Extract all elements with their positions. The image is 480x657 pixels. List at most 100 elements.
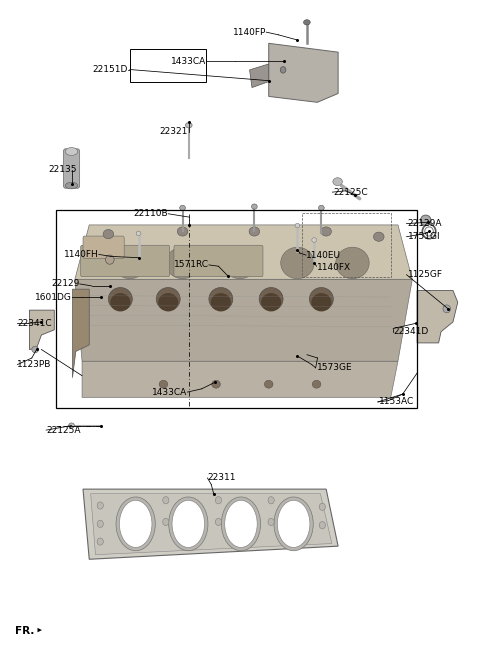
Ellipse shape <box>259 288 283 311</box>
Ellipse shape <box>223 247 257 279</box>
Ellipse shape <box>333 177 342 185</box>
Ellipse shape <box>97 538 103 545</box>
Ellipse shape <box>180 205 185 210</box>
FancyBboxPatch shape <box>83 236 124 258</box>
Ellipse shape <box>136 231 141 236</box>
Ellipse shape <box>225 500 257 547</box>
Ellipse shape <box>166 247 199 279</box>
Text: 1123PB: 1123PB <box>17 360 52 369</box>
Polygon shape <box>417 290 458 343</box>
Ellipse shape <box>97 502 103 509</box>
Ellipse shape <box>264 380 273 388</box>
Text: 1573GE: 1573GE <box>317 363 352 373</box>
Ellipse shape <box>373 232 384 241</box>
Text: 22151D: 22151D <box>92 65 128 74</box>
Text: 22135: 22135 <box>48 166 77 174</box>
Ellipse shape <box>281 247 314 279</box>
Ellipse shape <box>252 204 257 209</box>
Ellipse shape <box>168 497 208 551</box>
Text: 1140FX: 1140FX <box>317 263 351 272</box>
Ellipse shape <box>103 229 114 238</box>
Text: 22341D: 22341D <box>393 327 429 336</box>
Polygon shape <box>75 225 412 279</box>
Text: 1140FH: 1140FH <box>64 250 99 259</box>
Text: 22129A: 22129A <box>408 219 442 228</box>
FancyBboxPatch shape <box>174 245 263 277</box>
Polygon shape <box>75 279 412 361</box>
Ellipse shape <box>185 123 192 128</box>
Ellipse shape <box>216 497 222 504</box>
Ellipse shape <box>221 497 261 551</box>
Ellipse shape <box>158 293 178 311</box>
Polygon shape <box>29 310 54 350</box>
Ellipse shape <box>336 247 369 279</box>
FancyBboxPatch shape <box>81 245 169 277</box>
Bar <box>302 213 391 277</box>
Ellipse shape <box>97 520 103 528</box>
Ellipse shape <box>261 293 281 311</box>
Ellipse shape <box>268 497 274 504</box>
Ellipse shape <box>321 227 331 236</box>
Ellipse shape <box>156 288 180 311</box>
Text: 1125GF: 1125GF <box>408 270 443 279</box>
Ellipse shape <box>319 522 325 529</box>
Text: 1433CA: 1433CA <box>152 388 187 397</box>
Text: 22110B: 22110B <box>133 210 168 218</box>
Ellipse shape <box>116 497 156 551</box>
Ellipse shape <box>69 423 74 428</box>
Ellipse shape <box>277 500 310 547</box>
Text: FR.: FR. <box>15 626 35 637</box>
Text: 1601DG: 1601DG <box>35 292 72 302</box>
Ellipse shape <box>443 305 451 313</box>
Ellipse shape <box>110 293 131 311</box>
Ellipse shape <box>65 182 78 189</box>
Text: 22125C: 22125C <box>333 188 368 196</box>
Polygon shape <box>83 489 338 559</box>
Text: 1433CA: 1433CA <box>171 57 206 66</box>
Ellipse shape <box>319 205 324 210</box>
Bar <box>56 210 417 409</box>
Text: 22311: 22311 <box>207 474 236 482</box>
Ellipse shape <box>212 380 220 388</box>
Text: 1571RC: 1571RC <box>174 260 209 269</box>
Text: 1140EU: 1140EU <box>306 250 341 260</box>
Text: 22321: 22321 <box>159 127 187 136</box>
Ellipse shape <box>268 518 274 526</box>
Ellipse shape <box>209 288 233 311</box>
Ellipse shape <box>312 293 331 311</box>
Ellipse shape <box>312 380 321 388</box>
Text: 1153AC: 1153AC <box>379 397 414 407</box>
Ellipse shape <box>177 227 188 236</box>
Ellipse shape <box>120 500 152 547</box>
Ellipse shape <box>159 380 168 388</box>
Ellipse shape <box>249 227 260 236</box>
Ellipse shape <box>312 238 317 242</box>
Ellipse shape <box>310 288 333 311</box>
Text: 22129: 22129 <box>51 279 80 288</box>
Ellipse shape <box>65 148 78 156</box>
Polygon shape <box>82 361 398 397</box>
Ellipse shape <box>211 293 231 311</box>
Ellipse shape <box>32 346 38 353</box>
Ellipse shape <box>420 215 431 225</box>
Ellipse shape <box>108 288 132 311</box>
Ellipse shape <box>163 518 169 526</box>
Ellipse shape <box>113 247 147 279</box>
Ellipse shape <box>280 66 286 73</box>
Ellipse shape <box>106 255 114 264</box>
Ellipse shape <box>172 500 204 547</box>
Ellipse shape <box>216 518 222 526</box>
Ellipse shape <box>303 20 310 25</box>
Ellipse shape <box>295 223 300 228</box>
Polygon shape <box>269 43 338 102</box>
Polygon shape <box>91 493 332 555</box>
Bar <box>130 49 206 82</box>
Ellipse shape <box>163 497 169 504</box>
Ellipse shape <box>319 503 325 510</box>
Polygon shape <box>250 64 269 87</box>
Text: 1140FP: 1140FP <box>233 28 266 37</box>
Text: 22125A: 22125A <box>46 426 81 435</box>
Text: 1751GI: 1751GI <box>408 232 440 241</box>
Polygon shape <box>72 289 89 378</box>
FancyBboxPatch shape <box>63 149 80 188</box>
